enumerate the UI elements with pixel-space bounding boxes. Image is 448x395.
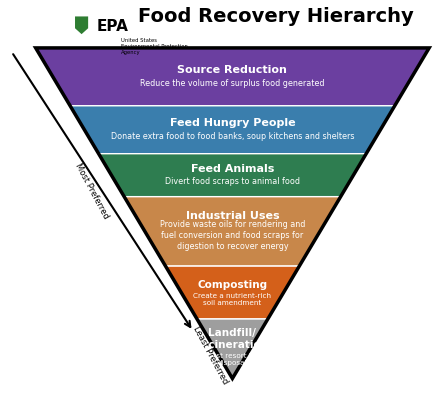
Text: Donate extra food to food banks, soup kitchens and shelters: Donate extra food to food banks, soup ki… [111,132,354,141]
Text: Composting: Composting [198,280,267,290]
Text: Least Preferred: Least Preferred [191,324,230,386]
Text: Feed Hungry People: Feed Hungry People [170,118,295,128]
Polygon shape [70,106,395,154]
Text: United States
Environmental Protection
Agency: United States Environmental Protection A… [121,38,188,55]
Text: Create a nutrient-rich
soil amendment: Create a nutrient-rich soil amendment [194,293,271,307]
Text: Provide waste oils for rendering and
fuel conversion and food scraps for
digesti: Provide waste oils for rendering and fue… [160,220,305,251]
Polygon shape [36,48,429,106]
Polygon shape [99,154,366,197]
Text: Most Preferred: Most Preferred [73,162,110,221]
Text: Food Recovery Hierarchy: Food Recovery Hierarchy [138,7,414,26]
Text: Industrial Uses: Industrial Uses [185,211,279,222]
Polygon shape [165,266,299,319]
Polygon shape [124,197,340,266]
Polygon shape [197,319,268,378]
Text: Reduce the volume of surplus food generated: Reduce the volume of surplus food genera… [140,79,325,88]
Text: Divert food scraps to animal food: Divert food scraps to animal food [165,177,300,186]
Polygon shape [75,17,88,34]
Text: Feed Animals: Feed Animals [191,164,274,174]
Text: Source Reduction: Source Reduction [177,65,287,75]
Text: Last resort to
disposal: Last resort to disposal [208,353,256,367]
Text: EPA: EPA [97,19,129,34]
Text: Landfill/
Incineration: Landfill/ Incineration [197,328,268,350]
